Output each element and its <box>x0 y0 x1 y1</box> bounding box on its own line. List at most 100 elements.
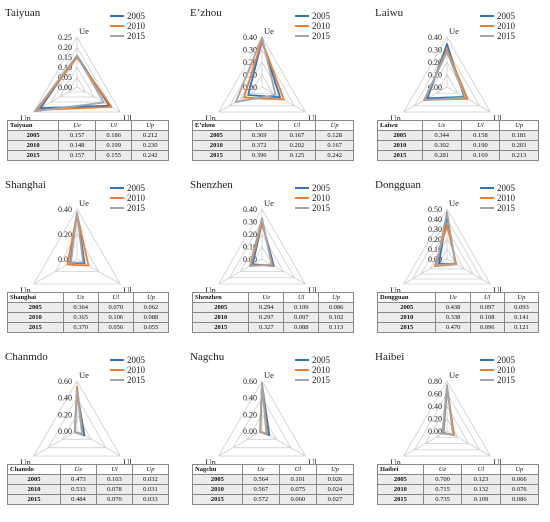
grid-ring <box>67 76 87 93</box>
grid-ring <box>47 396 107 449</box>
legend-swatch <box>110 359 124 361</box>
legend-item: 2010 <box>110 365 145 375</box>
grid-ring <box>435 73 459 94</box>
legend-swatch <box>480 187 494 189</box>
table-row: 2015 0.484 0.070 0.033 <box>7 494 170 505</box>
table-city-cell: Taiyuan <box>6 120 60 131</box>
table-header-cell: Up <box>499 120 539 131</box>
axis-label: Ue <box>264 370 274 380</box>
table-value-cell: 0.024 <box>315 484 355 495</box>
legend-item: 2015 <box>295 203 330 213</box>
tick-label: 0.50 <box>428 205 442 214</box>
tick-label: 0.10 <box>243 243 257 252</box>
table-value-cell: 0.470 <box>435 322 471 333</box>
table-value-cell: 0.141 <box>503 312 540 323</box>
legend-item: 2010 <box>110 21 145 31</box>
grid-ring <box>54 233 100 272</box>
table-value-cell: 0.181 <box>499 130 539 141</box>
grid-ring <box>403 36 491 113</box>
table-header-cell: Ul <box>278 464 317 475</box>
legend-label: 2010 <box>127 21 145 31</box>
legend-item: 2015 <box>295 31 330 41</box>
table-value-cell: 0.338 <box>435 312 471 323</box>
table-value-cell: 0.109 <box>461 494 501 505</box>
legend-item: 2010 <box>110 193 145 203</box>
legend-swatch <box>295 25 309 27</box>
tick-label: 0.20 <box>243 230 257 239</box>
grid-ring <box>403 208 491 285</box>
table-value-cell: 0.055 <box>132 322 170 333</box>
table-value-cell: 0.202 <box>277 140 317 151</box>
legend-label: 2010 <box>497 193 515 203</box>
grid-ring <box>246 413 278 440</box>
legend-label: 2010 <box>312 21 330 31</box>
table-value-cell: 0.155 <box>94 150 133 161</box>
table-year-cell: 2010 <box>376 312 437 323</box>
axis-label: Up <box>390 285 400 295</box>
series-line-2015 <box>435 211 457 266</box>
axis-spoke <box>76 86 121 113</box>
table-value-cell: 0.106 <box>97 312 134 323</box>
table-header-cell: Up <box>315 464 355 475</box>
axis-label: Ul <box>308 457 317 467</box>
table-value-cell: 0.190 <box>460 140 501 151</box>
table-value-cell: 0.167 <box>315 140 354 151</box>
table-value-cell: 0.186 <box>94 130 133 141</box>
tick-label: 0.60 <box>428 390 442 399</box>
table-value-cell: 0.327 <box>248 322 285 333</box>
legend-label: 2010 <box>312 365 330 375</box>
legend-label: 2005 <box>127 11 145 21</box>
table-year-cell: 2005 <box>377 130 423 141</box>
axis-spoke <box>218 258 263 285</box>
legend-item: 2010 <box>295 21 330 31</box>
table-row: 2010 0.148 0.199 0.230 <box>6 140 169 151</box>
table-value-cell: 0.158 <box>460 130 501 141</box>
axis-label: Ul <box>308 285 317 295</box>
values-table: E’zhou Ue Ul Up 2005 0.369 0.167 0.128 2010 0.372… <box>192 120 354 161</box>
tick-label: 0.00 <box>428 83 442 92</box>
table-header-row: Chamdo Ue Ul Up <box>7 464 170 475</box>
series-line-2015 <box>248 217 273 267</box>
values-table: Laiwu Ue Ul Up 2005 0.344 0.158 0.181 2010 0.302 0… <box>377 120 539 161</box>
values-table: Nagchu Ue Ul Up 2005 0.564 0.101 0.026 2010 0.567… <box>192 464 355 505</box>
grid-ring <box>218 36 306 113</box>
table-header-cell: Ue <box>422 464 463 475</box>
city-title: Haibei <box>375 351 405 363</box>
legend-label: 2010 <box>127 193 145 203</box>
city-title: Nagchu <box>190 351 225 363</box>
table-value-cell: 0.344 <box>421 130 462 141</box>
axis-label: Ul <box>493 113 502 123</box>
legend-swatch <box>295 197 309 199</box>
city-title: Taiyuan <box>5 7 41 19</box>
legend-label: 2015 <box>127 31 145 41</box>
legend-label: 2015 <box>497 203 515 213</box>
tick-label: 0.00 <box>243 255 257 264</box>
table-value-cell: 0.212 <box>131 130 169 141</box>
axis-label: Up <box>20 457 30 467</box>
legend-label: 2015 <box>127 375 145 385</box>
table-row: 2005 0.438 0.097 0.093 <box>376 302 540 313</box>
table-header-cell: Up <box>499 464 540 475</box>
grid-ring <box>33 380 121 457</box>
legend-item: 2010 <box>295 193 330 203</box>
axis-label: Ue <box>79 26 89 36</box>
grid-ring <box>218 380 306 457</box>
table-value-cell: 0.113 <box>318 322 354 333</box>
legend-item: 2005 <box>480 11 515 21</box>
table-row: 2005 0.473 0.103 0.032 <box>7 474 170 485</box>
table-year-cell: 2015 <box>376 322 437 333</box>
table-value-cell: 0.297 <box>248 312 285 323</box>
table-row: 2015 0.572 0.060 0.027 <box>192 494 355 505</box>
axis-spoke <box>218 86 263 113</box>
table-year-cell: 2005 <box>7 474 61 485</box>
table-value-cell: 0.132 <box>461 484 501 495</box>
legend-swatch <box>110 369 124 371</box>
legend-item: 2005 <box>110 183 145 193</box>
legend-swatch <box>295 379 309 381</box>
legend-item: 2010 <box>480 365 515 375</box>
table-row: 2010 0.302 0.190 0.203 <box>377 140 539 151</box>
table-header-row: Nagchu Ue Ul Up <box>192 464 355 475</box>
legend-label: 2015 <box>497 375 515 385</box>
table-value-cell: 0.070 <box>97 302 134 313</box>
